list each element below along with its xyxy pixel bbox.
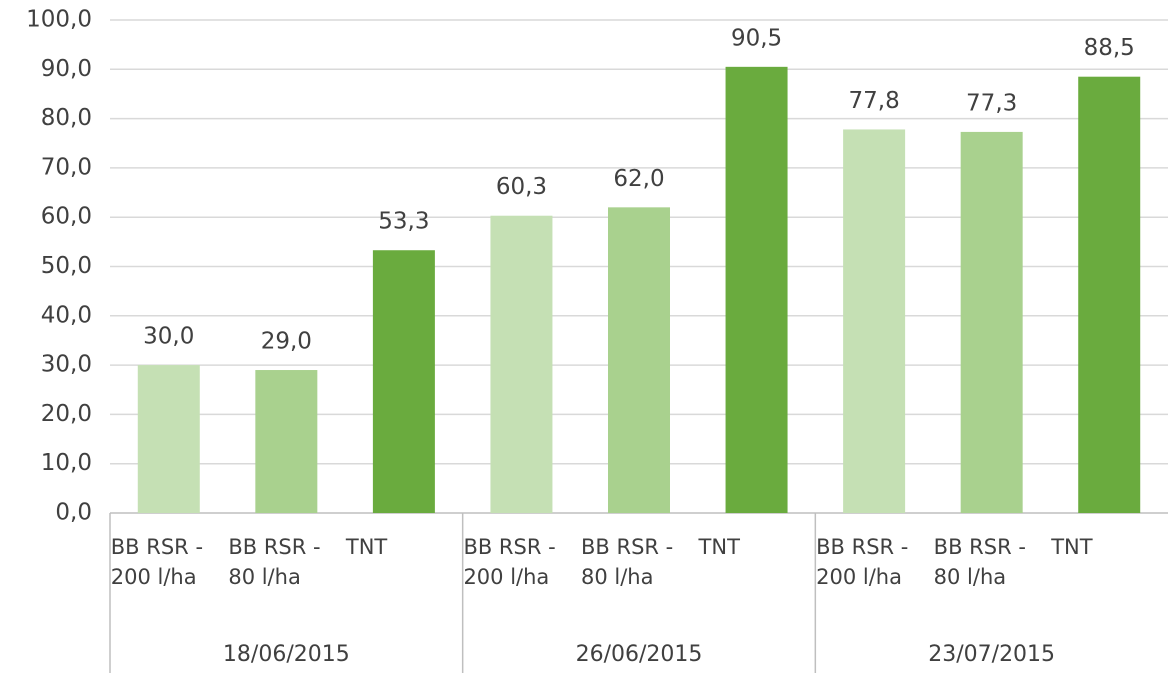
y-tick-label: 50,0: [41, 253, 92, 279]
x-tick-label: BB RSR - 200 l/ha: [110, 535, 204, 589]
value-label: 30,0: [143, 324, 194, 350]
bar: [137, 365, 200, 513]
value-label: 77,3: [966, 90, 1017, 116]
value-label: 29,0: [261, 329, 312, 355]
group-label: 18/06/2015: [222, 642, 350, 667]
y-tick-label: 70,0: [41, 154, 92, 180]
bar: [725, 66, 788, 514]
group-label: 23/07/2015: [928, 642, 1056, 667]
value-label: 62,0: [613, 166, 664, 192]
value-label: 53,3: [378, 209, 429, 235]
x-tick-label: BB RSR - 200 l/ha: [463, 535, 556, 589]
bar: [608, 207, 670, 513]
y-tick-label: 40,0: [41, 302, 92, 328]
y-tick-label: 30,0: [41, 352, 92, 378]
value-label: 88,5: [1084, 35, 1135, 61]
x-tick-label: BB RSR - 200 l/ha: [816, 535, 909, 589]
y-tick-label: 100,0: [26, 7, 92, 33]
value-label: 60,3: [496, 174, 547, 200]
x-tick-label: BB RSR - 80 l/ha: [581, 535, 674, 589]
value-label: 90,5: [731, 25, 782, 51]
bar: [843, 129, 906, 514]
x-tick-label: BB RSR - 80 l/ha: [228, 535, 321, 589]
x-tick-label: TNT: [1051, 535, 1093, 559]
y-tick-label: 0,0: [55, 500, 92, 526]
y-tick-label: 90,0: [41, 56, 92, 82]
bar: [960, 131, 1023, 513]
bar: [255, 370, 318, 513]
bar: [1078, 76, 1141, 513]
y-tick-label: 20,0: [41, 401, 92, 427]
x-tick-label: TNT: [698, 535, 740, 559]
bar: [490, 215, 553, 513]
value-label: 77,8: [849, 88, 900, 114]
y-tick-label: 80,0: [41, 105, 92, 131]
bar: [372, 250, 435, 513]
x-tick-label: BB RSR - 80 l/ha: [933, 535, 1026, 589]
y-tick-label: 60,0: [41, 204, 92, 230]
y-tick-label: 10,0: [41, 450, 92, 476]
group-label: 26/06/2015: [575, 642, 703, 667]
x-tick-label: TNT: [345, 535, 388, 559]
